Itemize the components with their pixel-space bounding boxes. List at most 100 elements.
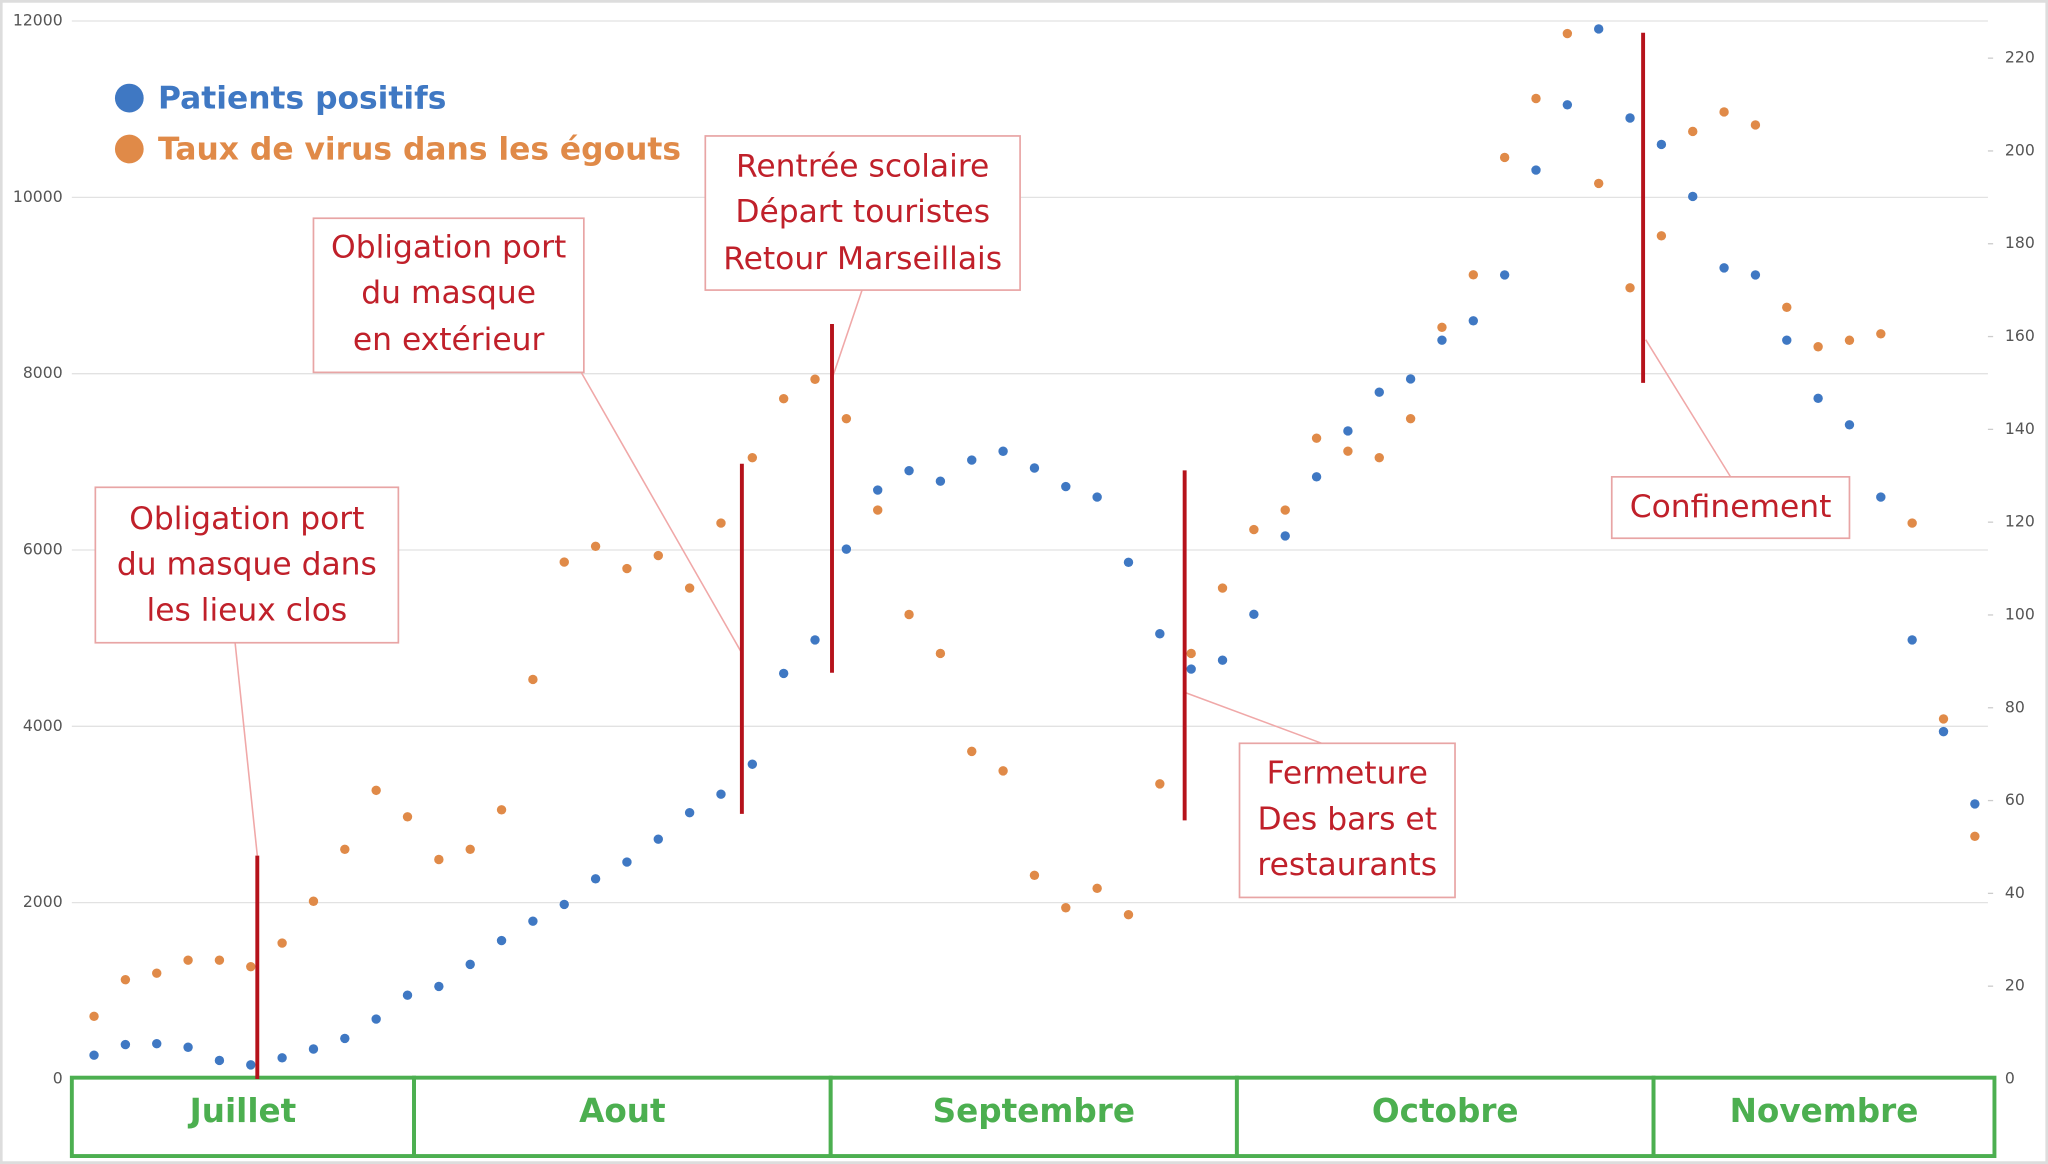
annotation-text: Retour Marseillais (723, 241, 1002, 277)
data-dot (716, 789, 726, 799)
y-tick-label: 8000 (23, 363, 63, 382)
data-dot (1782, 302, 1792, 313)
data-dot (684, 583, 695, 593)
data-dot (340, 844, 350, 854)
month-band (412, 1075, 833, 1158)
data-dot (653, 834, 663, 844)
connector (1645, 339, 1732, 478)
data-dot (1844, 335, 1855, 345)
data-dot (1656, 139, 1667, 150)
data-dot (152, 1039, 162, 1049)
annotation-text: Des bars et (1258, 801, 1437, 837)
data-dot (1280, 505, 1290, 515)
annotation-text: Rentrée scolaire (736, 148, 989, 184)
data-dot (1437, 335, 1447, 345)
data-dot (1249, 609, 1259, 620)
month-label: Septembre (933, 1092, 1135, 1130)
data-dot (1970, 799, 1980, 809)
data-dot (778, 394, 789, 404)
data-dot (528, 916, 538, 926)
data-dot (841, 413, 852, 424)
data-dot (1562, 100, 1573, 110)
data-dot (277, 1053, 287, 1063)
annotation-text: Confinement (1630, 489, 1832, 525)
connector (1184, 691, 1323, 745)
y2-tick-label: 100 (2005, 604, 2035, 623)
data-dot (1186, 648, 1196, 659)
data-dot (1029, 870, 1040, 880)
y2-tick-label: 200 (2005, 140, 2035, 159)
data-dot (873, 485, 883, 495)
data-dot (246, 961, 256, 972)
annotation-box (94, 486, 400, 644)
data-dot (1876, 492, 1886, 502)
data-dot (1688, 191, 1698, 202)
data-dot (465, 844, 475, 854)
data-dot (1311, 472, 1322, 482)
data-dot (89, 1011, 99, 1022)
data-dot (1907, 635, 1917, 645)
data-dot (1092, 883, 1102, 893)
data-dot (1343, 426, 1353, 436)
data-dot (340, 1033, 350, 1044)
y2-tick-label: 80 (2005, 697, 2025, 716)
y2-tick-label: 60 (2005, 790, 2025, 809)
data-dot (277, 938, 287, 948)
y2-tick-label: 40 (2005, 883, 2025, 902)
data-dot (1499, 270, 1510, 280)
month-label: Juillet (188, 1092, 297, 1130)
data-dot (841, 544, 852, 554)
y2-tick-label: 120 (2005, 512, 2035, 531)
data-dot (120, 974, 131, 985)
data-dot (371, 1014, 381, 1024)
data-dot (308, 896, 319, 906)
month-label: Octobre (1372, 1092, 1519, 1130)
data-dot (1280, 531, 1290, 541)
data-dot (684, 808, 695, 818)
y-tick-label: 10000 (13, 187, 63, 206)
data-dot (559, 557, 569, 567)
y-tick-label: 4000 (23, 716, 63, 735)
data-dot (1782, 335, 1792, 345)
data-dot (810, 635, 820, 645)
data-dot (1123, 910, 1134, 920)
data-dot (1437, 322, 1447, 332)
data-dot (1750, 120, 1761, 130)
annotation-text: Obligation port (129, 501, 364, 537)
month-band (69, 1075, 416, 1158)
annotation-text: les lieux clos (146, 592, 347, 628)
legend-label: Patients positifs (158, 80, 446, 116)
annotation-box (1610, 476, 1851, 540)
data-dot (434, 854, 444, 865)
month-label: Aout (579, 1092, 666, 1130)
data-dot (653, 550, 663, 561)
y2-tick-label: 140 (2005, 419, 2035, 438)
data-dot (1562, 28, 1573, 39)
data-dot (1405, 413, 1416, 424)
data-dot (998, 766, 1008, 776)
data-dot (1719, 107, 1729, 117)
data-dot (1876, 329, 1886, 339)
y-tick-label: 12000 (13, 11, 63, 30)
data-dot (747, 759, 758, 769)
data-dot (778, 668, 789, 679)
data-dot (935, 648, 946, 659)
data-dot (1625, 113, 1635, 123)
data-dot (1061, 903, 1071, 913)
data-dot (402, 812, 413, 822)
annotation-text: du masque dans (117, 547, 377, 583)
data-dot (1813, 393, 1823, 404)
data-dot (1531, 93, 1541, 104)
annotation-text: Obligation port (331, 229, 566, 265)
annotation-text: du masque (361, 275, 536, 311)
data-dot (1311, 433, 1322, 443)
data-dot (434, 981, 444, 992)
data-dot (214, 1055, 225, 1066)
data-dot (1374, 387, 1384, 397)
data-dot (590, 874, 601, 884)
month-band (1234, 1075, 1656, 1158)
annotation-box (704, 135, 1021, 291)
data-dot (1155, 779, 1165, 789)
y2-tick-label: 180 (2005, 233, 2035, 252)
